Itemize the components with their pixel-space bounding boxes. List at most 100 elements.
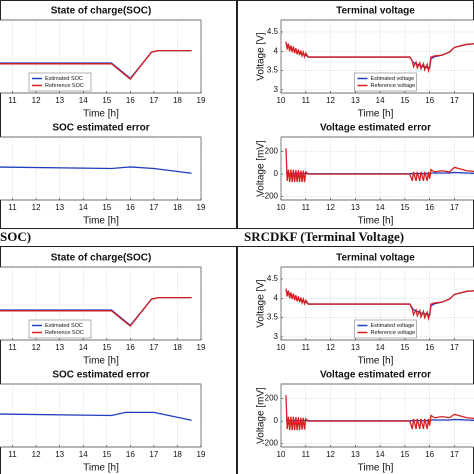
y-axis-label: Voltage [mV]: [256, 387, 267, 444]
x-tick-label: 10: [277, 96, 286, 105]
x-tick-label: 14: [79, 203, 88, 212]
series-line: [0, 166, 192, 174]
series-line: [285, 41, 474, 74]
y-tick-label: -200: [262, 192, 279, 201]
x-axis-label: Time [h]: [83, 109, 119, 120]
y-axis-label: Voltage [V]: [256, 32, 267, 81]
chart: Terminal voltage Time [h] Voltage [V] 10 11 1…: [256, 253, 474, 367]
x-tick-label: 11: [302, 96, 311, 105]
x-tick-label: 12: [326, 96, 335, 105]
y-tick-label: 0: [274, 416, 279, 425]
x-tick-label: 12: [32, 450, 41, 459]
chart-title: State of charge(SOC): [51, 253, 152, 264]
x-tick-label: 11: [8, 450, 17, 459]
plot-area: [280, 383, 474, 448]
x-tick-label: 11: [302, 343, 311, 352]
chart: State of charge(SOC) Time [h] 11 12 13 14 15 16…: [0, 253, 206, 367]
legend-label: Reference voltage: [371, 83, 416, 89]
legend-box: [354, 319, 417, 339]
x-tick-label: 14: [376, 450, 385, 459]
x-tick-label: 11: [302, 450, 311, 459]
x-tick-label: 18: [173, 96, 182, 105]
x-tick-label: 15: [400, 203, 409, 212]
legend-box: [28, 319, 92, 339]
panel-label: SOC): [0, 229, 31, 244]
x-tick-label: 15: [400, 450, 409, 459]
x-tick-label: 17: [450, 343, 459, 352]
x-axis-label: Time [h]: [358, 216, 394, 227]
series-line: [0, 411, 192, 421]
x-tick-label: 13: [55, 203, 64, 212]
legend-label: Estimated voltage: [371, 76, 415, 82]
x-tick-label: 17: [450, 203, 459, 212]
x-tick-label: 14: [79, 450, 88, 459]
legend-label: Estimated voltage: [371, 323, 415, 329]
chart-title: SOC estimated error: [52, 123, 149, 134]
y-tick-label: 3: [274, 332, 279, 341]
x-tick-label: 12: [326, 450, 335, 459]
x-tick-label: 16: [126, 343, 135, 352]
chart-title: SOC estimated error: [52, 370, 149, 381]
x-tick-label: 17: [149, 203, 158, 212]
x-tick-label: 11: [8, 343, 17, 352]
y-tick-label: 4: [274, 293, 279, 302]
x-tick-label: 11: [302, 203, 311, 212]
x-tick-label: 15: [400, 96, 409, 105]
y-tick-label: 200: [265, 394, 279, 403]
series-line: [0, 50, 192, 81]
x-tick-label: 13: [55, 343, 64, 352]
x-tick-label: 16: [425, 450, 434, 459]
x-tick-label: 11: [8, 203, 17, 212]
x-tick-label: 19: [197, 203, 206, 212]
chart-title: Voltage estimated error: [320, 123, 431, 134]
x-tick-label: 13: [351, 450, 360, 459]
x-axis-label: Time [h]: [358, 356, 394, 367]
x-axis-label: Time [h]: [83, 463, 119, 474]
x-tick-label: 16: [425, 96, 434, 105]
x-tick-label: 14: [376, 203, 385, 212]
x-tick-label: 12: [326, 203, 335, 212]
y-tick-label: 3: [274, 85, 279, 94]
chart: SOC estimated error Time [h] 11 12 13 14 15 16 1…: [0, 370, 206, 474]
x-tick-label: 19: [197, 343, 206, 352]
panel-frame: [0, 0, 237, 229]
x-tick-label: 14: [376, 343, 385, 352]
series-line: [285, 395, 474, 431]
series-line: [285, 288, 474, 321]
x-tick-label: 16: [126, 96, 135, 105]
y-tick-label: 0: [274, 169, 279, 178]
x-axis-label: Time [h]: [358, 463, 394, 474]
x-tick-label: 17: [450, 96, 459, 105]
chart-title: Terminal voltage: [336, 253, 415, 264]
x-tick-label: 15: [102, 450, 111, 459]
chart-title: Voltage estimated error: [320, 370, 431, 381]
x-tick-label: 16: [425, 203, 434, 212]
chart-title: State of charge(SOC): [51, 6, 152, 17]
x-tick-label: 12: [32, 343, 41, 352]
series-line: [285, 148, 474, 183]
x-tick-label: 10: [277, 343, 286, 352]
x-tick-label: 19: [197, 96, 206, 105]
chart: SOC estimated error Time [h] 11 12 13 14 15 16 1…: [0, 123, 206, 227]
y-axis-label: Voltage [V]: [256, 279, 267, 328]
x-tick-label: 18: [173, 343, 182, 352]
x-tick-label: 14: [79, 343, 88, 352]
panel-label: SRCDKF (Terminal Voltage): [244, 229, 404, 244]
chart: State of charge(SOC) Time [h] 11 12 13 14 15 16…: [0, 6, 206, 120]
x-tick-label: 13: [351, 96, 360, 105]
x-tick-label: 16: [126, 450, 135, 459]
x-tick-label: 17: [149, 343, 158, 352]
x-tick-label: 16: [126, 203, 135, 212]
y-tick-label: -200: [262, 439, 279, 448]
chart-title: Terminal voltage: [336, 6, 415, 17]
x-tick-label: 13: [351, 203, 360, 212]
x-tick-label: 16: [425, 343, 434, 352]
legend-box: [28, 72, 92, 92]
legend-label: Estimated SOC: [45, 76, 83, 82]
x-tick-label: 14: [376, 96, 385, 105]
x-tick-label: 10: [277, 450, 286, 459]
plot-area: [280, 136, 474, 201]
y-tick-label: 4: [274, 46, 279, 55]
x-tick-label: 13: [55, 96, 64, 105]
